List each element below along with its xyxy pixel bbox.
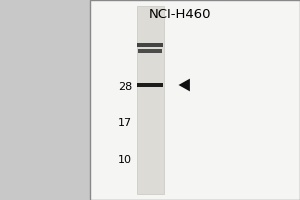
Text: 17: 17 <box>118 118 132 128</box>
Bar <box>137 83 163 87</box>
Bar <box>137 43 163 47</box>
Bar <box>138 49 162 53</box>
Text: 10: 10 <box>118 155 132 165</box>
Bar <box>90 0 300 200</box>
Text: NCI-H460: NCI-H460 <box>149 8 211 21</box>
Bar <box>136 6 164 194</box>
Polygon shape <box>178 79 190 91</box>
Text: 28: 28 <box>118 82 132 92</box>
